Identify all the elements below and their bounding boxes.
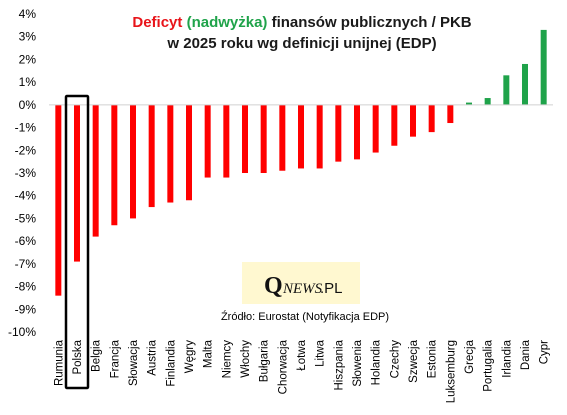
- bar-portugalia: [484, 98, 491, 105]
- category-label: Holandia: [371, 339, 383, 385]
- title-part-deficit: Deficyt: [132, 14, 182, 31]
- bars: [55, 29, 547, 296]
- bar-finlandia: [167, 104, 174, 203]
- title-part-rest: finansów publicznych / PKB: [267, 14, 471, 31]
- bar-belgia: [92, 104, 99, 237]
- y-tick-label: 2%: [19, 52, 37, 66]
- y-tick-label: 1%: [19, 75, 37, 89]
- logo-q: Q: [264, 273, 283, 299]
- chart-subtitle: w 2025 roku wg definicji unijnej (EDP): [166, 35, 436, 52]
- y-tick-label: -3%: [15, 166, 37, 180]
- category-label: Rumunia: [53, 339, 65, 386]
- y-tick-label: -6%: [15, 234, 37, 248]
- category-label: Łotwa: [296, 339, 308, 370]
- category-label: Szwecja: [408, 339, 420, 382]
- source-note: Źródło: Eurostat (Notyfikacja EDP): [221, 310, 389, 323]
- y-tick-label: -7%: [15, 257, 37, 271]
- bar-malta: [204, 104, 211, 178]
- bar-słowacja: [130, 104, 136, 219]
- bar-luksemburg: [447, 104, 454, 124]
- bar-słowenia: [354, 104, 360, 160]
- bar-czechy: [391, 104, 398, 146]
- y-tick-label: -2%: [15, 143, 37, 157]
- logo-background: [242, 262, 360, 304]
- category-label: Irlandia: [501, 339, 513, 377]
- category-label: Francja: [109, 339, 121, 378]
- logo-pl: .PL: [320, 280, 343, 297]
- category-label: Chorwacja: [277, 339, 289, 394]
- highlight-box-polska: [64, 94, 90, 390]
- bar-austria: [148, 104, 155, 208]
- chart-title: Deficyt (nadwyżka) finansów publicznych …: [132, 14, 471, 31]
- category-label: Grecja: [464, 339, 476, 373]
- y-tick-label: 3%: [19, 30, 37, 44]
- bar-cypr: [540, 29, 547, 105]
- category-label: Bułgaria: [259, 339, 271, 382]
- category-label: Hiszpania: [333, 339, 345, 390]
- x-axis-labels: Rumunia Polska Belgia Francja Słowacja Austri…: [53, 339, 550, 403]
- bar-chorwacja: [279, 104, 286, 171]
- category-label: Niemcy: [221, 340, 233, 379]
- category-label: Luksemburg: [445, 340, 457, 403]
- category-label: Słowacja: [128, 339, 140, 386]
- category-label: Włochy: [240, 340, 252, 378]
- category-label: Austria: [147, 339, 159, 375]
- y-tick-label: -8%: [15, 280, 37, 294]
- logo-news: NEWS: [282, 281, 323, 297]
- category-label: Finlandia: [165, 339, 177, 386]
- y-tick-label: -1%: [15, 121, 37, 135]
- y-tick-label: -4%: [15, 189, 37, 203]
- bar-irlandia: [503, 75, 510, 105]
- category-label: Estonia: [427, 339, 439, 378]
- qnews-logo: Q NEWS .PL: [242, 262, 360, 304]
- bar-włochy: [242, 104, 248, 173]
- y-tick-label: -9%: [15, 302, 37, 316]
- bar-węgry: [186, 104, 192, 201]
- category-label: Litwa: [315, 339, 327, 366]
- category-label: Cypr: [539, 340, 551, 364]
- bar-hiszpania: [335, 104, 342, 162]
- title-part-surplus: (nadwyżka): [182, 14, 267, 31]
- bar-szwecja: [410, 104, 416, 137]
- category-label: Czechy: [389, 340, 401, 379]
- y-axis: 4% 3% 2% 1% 0% -1% -2% -3% -4% -5% -6% -7% -8% -9% -10…: [8, 7, 36, 339]
- bar-niemcy: [223, 104, 230, 178]
- bar-grecja: [466, 102, 472, 105]
- category-label: Portugalia: [483, 339, 495, 391]
- y-tick-label: -10%: [8, 325, 36, 339]
- bar-francja: [111, 104, 118, 226]
- bar-rumunia: [55, 104, 62, 296]
- y-tick-label: 4%: [19, 7, 37, 21]
- category-label: Dania: [520, 339, 532, 370]
- category-label: Węgry: [184, 340, 196, 373]
- y-tick-label: -5%: [15, 211, 37, 225]
- category-label: Malta: [203, 339, 215, 368]
- bar-dania: [522, 63, 528, 105]
- bar-polska: [74, 104, 80, 262]
- bar-bułgaria: [260, 104, 267, 173]
- category-label: Belgia: [91, 339, 103, 372]
- bar-holandia: [372, 104, 379, 153]
- bar-litwa: [316, 104, 323, 169]
- bar-łotwa: [298, 104, 304, 169]
- category-label: Słowenia: [352, 339, 364, 386]
- y-tick-label: 0%: [19, 98, 37, 112]
- category-label: Polska: [72, 339, 84, 374]
- bar-estonia: [428, 104, 435, 133]
